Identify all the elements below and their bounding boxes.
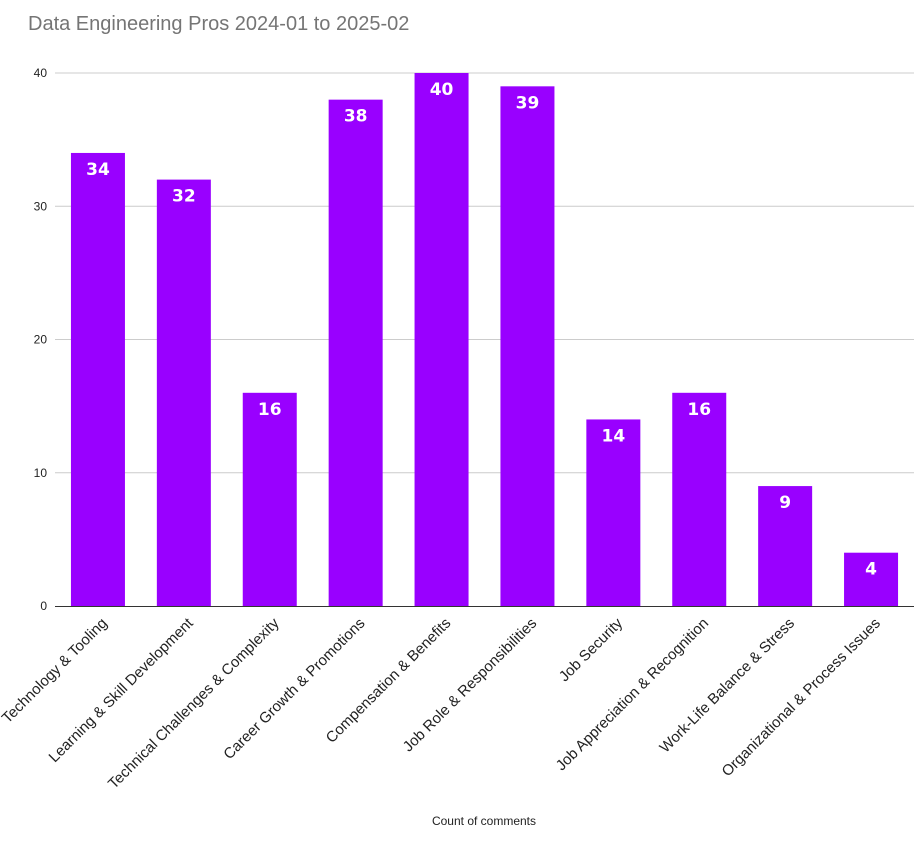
y-tick-label: 10 xyxy=(34,466,48,480)
data-labels: 34 32 16 38 40 39 14 16 9 4 xyxy=(86,80,877,580)
data-label: 32 xyxy=(172,187,196,207)
x-category-label: Learning & Skill Development xyxy=(46,614,198,766)
bar xyxy=(156,179,211,606)
bar xyxy=(70,152,125,606)
data-label: 16 xyxy=(687,400,711,420)
y-tick-label: 30 xyxy=(34,199,48,213)
data-label: 39 xyxy=(516,93,540,113)
bar xyxy=(500,86,555,606)
bars xyxy=(70,73,899,607)
chart-title: Data Engineering Pros 2024-01 to 2025-02 xyxy=(28,13,410,35)
x-axis-title: Count of comments xyxy=(432,814,536,828)
y-axis-ticks: 0 10 20 30 40 xyxy=(34,66,48,613)
bar xyxy=(844,552,899,606)
bar xyxy=(758,486,813,606)
bar xyxy=(586,419,641,606)
data-label: 38 xyxy=(344,107,368,127)
bar xyxy=(242,392,297,606)
y-tick-label: 40 xyxy=(34,66,48,80)
x-category-label: Technical Challenges & Complexity xyxy=(105,614,283,792)
data-label: 9 xyxy=(779,493,791,513)
x-category-label: Job Appreciation & Recognition xyxy=(553,615,712,774)
bar xyxy=(328,99,383,607)
bar xyxy=(414,73,469,606)
y-tick-label: 20 xyxy=(34,333,48,347)
data-label: 14 xyxy=(602,426,626,446)
y-tick-label: 0 xyxy=(40,599,47,613)
data-label: 4 xyxy=(865,560,877,580)
data-label: 16 xyxy=(258,400,282,420)
x-category-label: Career Growth & Promotions xyxy=(220,615,368,763)
x-category-label: Organizational & Process Issues xyxy=(719,615,884,780)
bar xyxy=(672,392,727,606)
data-label: 40 xyxy=(430,80,454,100)
data-label: 34 xyxy=(86,160,110,180)
x-category-label: Job Security xyxy=(556,614,627,685)
